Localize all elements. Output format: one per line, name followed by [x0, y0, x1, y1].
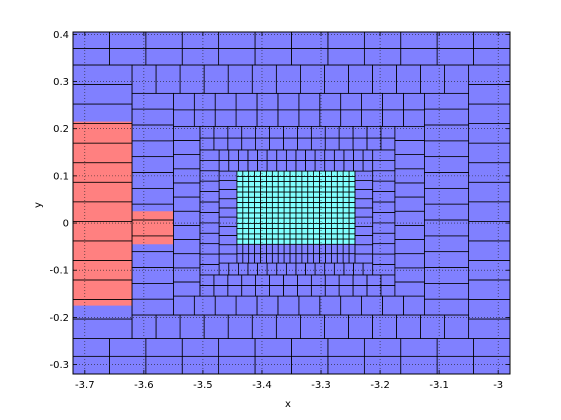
- x-tick-label: -3.7: [75, 380, 95, 391]
- y-tick-label: 0.4: [53, 30, 69, 41]
- x-tick-label: -3.6: [134, 380, 154, 391]
- region-red_region-1: [73, 121, 133, 306]
- x-axis-label: x: [285, 399, 291, 410]
- y-tick-label: -0.2: [49, 313, 69, 324]
- x-tick-label: -3: [493, 380, 503, 391]
- y-tick-label: -0.1: [49, 266, 69, 277]
- mesh-cells: [73, 32, 510, 374]
- x-tick-label: -3.1: [429, 380, 449, 391]
- mesh-cell: [348, 243, 356, 255]
- mesh-cell: [473, 32, 510, 49]
- y-tick-label: 0.2: [53, 124, 69, 135]
- grid-lines: [73, 32, 510, 374]
- x-axis-ticks: -3.7 -3.6 -3.5 -3.4 -3.3 -3.2 -3.1 -3: [75, 32, 503, 391]
- y-axis-ticks: -0.3 -0.2 -0.1 0 0.1 0.2 0.3 0.4: [49, 30, 510, 371]
- mesh-cell: [348, 170, 356, 177]
- x-tick-label: -3.4: [252, 380, 272, 391]
- plot-frame: [72, 31, 511, 375]
- y-tick-label: 0.1: [53, 171, 69, 182]
- y-tick-label: -0.3: [49, 360, 69, 371]
- mesh-cell: [380, 125, 396, 139]
- x-tick-label: -3.2: [370, 380, 390, 391]
- x-tick-label: -3.5: [193, 380, 213, 391]
- y-tick-label: 0: [63, 219, 69, 230]
- mesh-cell: [403, 92, 425, 111]
- x-tick-label: -3.3: [311, 380, 331, 391]
- mesh-cell: [362, 149, 374, 161]
- region-red_region-2: [132, 211, 174, 245]
- y-axis-label: y: [33, 202, 44, 208]
- y-tick-label: 0.3: [53, 77, 69, 88]
